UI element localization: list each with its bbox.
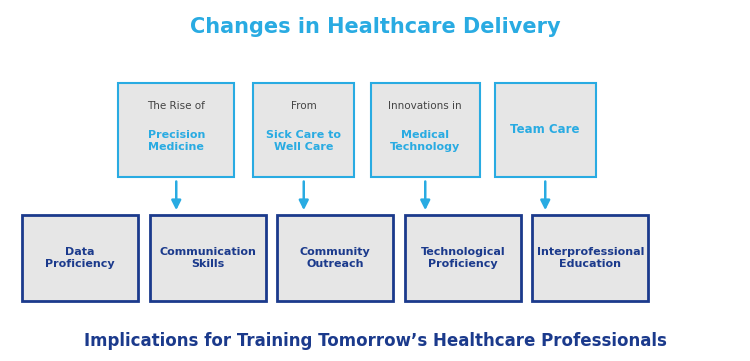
Text: From: From [291,101,316,112]
Text: Community
Outreach: Community Outreach [300,247,370,269]
FancyBboxPatch shape [405,215,520,301]
FancyBboxPatch shape [370,83,480,177]
Text: Changes in Healthcare Delivery: Changes in Healthcare Delivery [190,17,560,37]
FancyBboxPatch shape [278,215,393,301]
Text: The Rise of: The Rise of [147,101,206,112]
Text: Implications for Training Tomorrow’s Healthcare Professionals: Implications for Training Tomorrow’s Hea… [83,332,667,350]
Text: Sick Care to
Well Care: Sick Care to Well Care [266,130,341,152]
Text: Interprofessional
Education: Interprofessional Education [536,247,644,269]
Text: Communication
Skills: Communication Skills [159,247,256,269]
Text: Precision
Medicine: Precision Medicine [148,130,205,152]
FancyBboxPatch shape [254,83,354,177]
FancyBboxPatch shape [149,215,266,301]
Text: Medical
Technology: Medical Technology [390,130,460,152]
FancyBboxPatch shape [495,83,596,177]
FancyBboxPatch shape [118,83,234,177]
FancyBboxPatch shape [22,215,138,301]
FancyBboxPatch shape [532,215,648,301]
Text: Team Care: Team Care [511,123,580,136]
Text: Innovations in: Innovations in [388,101,462,112]
Text: Technological
Proficiency: Technological Proficiency [421,247,505,269]
Text: Data
Proficiency: Data Proficiency [46,247,115,269]
